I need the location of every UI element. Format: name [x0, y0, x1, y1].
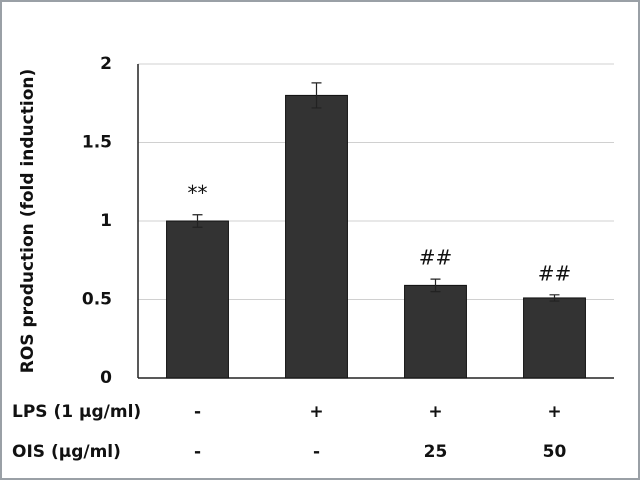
bar	[285, 94, 348, 379]
error-bar	[549, 294, 560, 302]
treatment-label: OIS (µg/ml)	[12, 442, 121, 462]
treatment-value: -	[313, 442, 320, 462]
y-tick-label: 1.5	[82, 133, 112, 153]
error-bar	[430, 278, 441, 293]
bar	[166, 220, 229, 379]
treatment-value: 50	[543, 442, 567, 462]
error-bar	[311, 82, 322, 109]
y-axis-label: ROS production (fold induction)	[18, 69, 38, 373]
treatment-value: -	[194, 402, 201, 422]
bar	[404, 284, 467, 379]
significance-label: ##	[419, 246, 453, 270]
treatment-value: +	[428, 402, 442, 422]
treatment-value: -	[194, 442, 201, 462]
significance-label: ##	[538, 261, 572, 285]
y-tick-label: 0.5	[82, 290, 112, 310]
error-bar	[192, 214, 203, 228]
y-tick-label: 1	[100, 211, 112, 231]
y-tick-label: 2	[100, 54, 112, 74]
treatment-value: +	[309, 402, 323, 422]
treatment-label: LPS (1 µg/ml)	[12, 402, 141, 422]
y-tick-label: 0	[100, 368, 112, 388]
treatment-value: +	[547, 402, 561, 422]
treatment-value: 25	[424, 442, 448, 462]
significance-label: **	[188, 181, 208, 205]
bar	[523, 297, 586, 379]
